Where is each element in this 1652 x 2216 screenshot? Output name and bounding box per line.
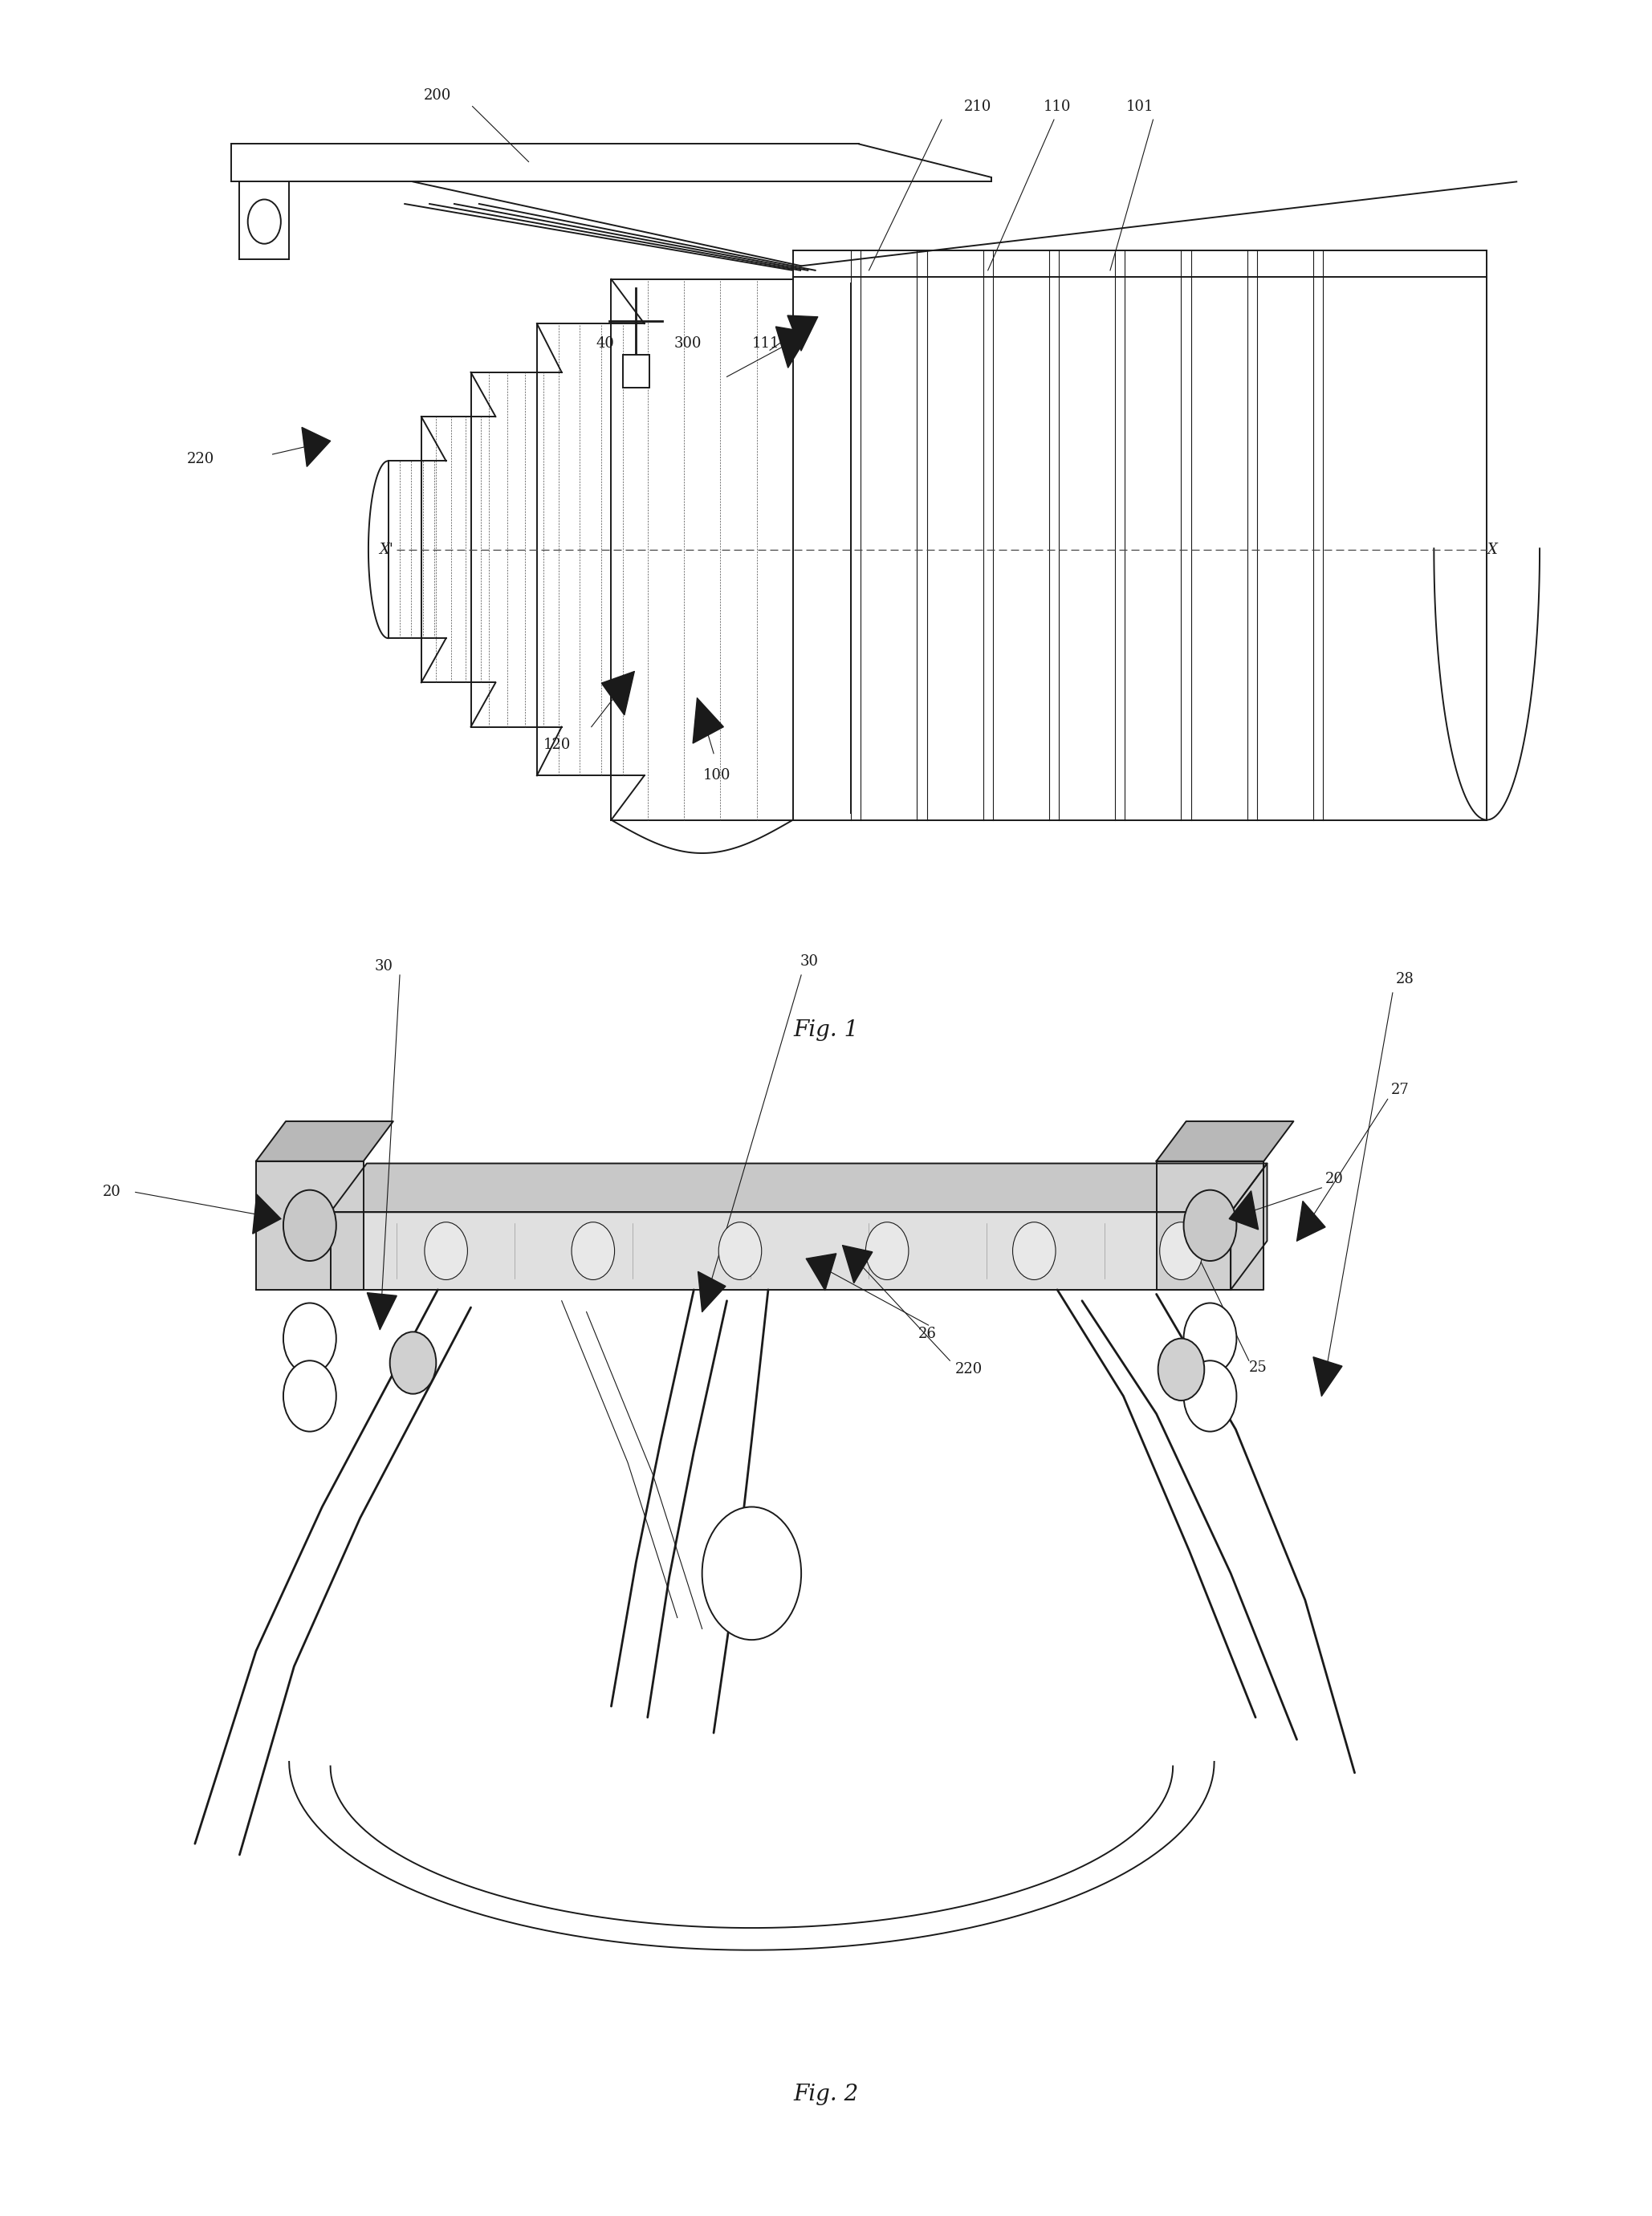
Circle shape xyxy=(866,1221,909,1279)
Text: 28: 28 xyxy=(1396,973,1414,986)
Polygon shape xyxy=(330,1163,1267,1212)
Circle shape xyxy=(719,1221,762,1279)
Circle shape xyxy=(248,199,281,244)
Polygon shape xyxy=(699,1272,725,1312)
Polygon shape xyxy=(1156,1121,1294,1161)
Circle shape xyxy=(702,1507,801,1640)
Text: 40: 40 xyxy=(596,337,615,350)
Text: X: X xyxy=(1487,543,1497,556)
Text: X': X' xyxy=(378,543,393,556)
Text: 26: 26 xyxy=(919,1327,937,1341)
Text: 20: 20 xyxy=(1325,1172,1343,1186)
Circle shape xyxy=(284,1190,337,1261)
Polygon shape xyxy=(256,1161,363,1290)
Polygon shape xyxy=(601,671,634,716)
Circle shape xyxy=(1183,1361,1236,1432)
Text: Fig. 2: Fig. 2 xyxy=(793,2083,859,2105)
Text: Fig. 1: Fig. 1 xyxy=(793,1019,859,1042)
Polygon shape xyxy=(256,1121,393,1161)
Polygon shape xyxy=(367,1292,396,1330)
Polygon shape xyxy=(302,428,330,468)
Circle shape xyxy=(1160,1221,1203,1279)
Text: 100: 100 xyxy=(704,769,730,782)
Circle shape xyxy=(572,1221,615,1279)
Polygon shape xyxy=(1229,1190,1259,1230)
Text: 210: 210 xyxy=(965,100,991,113)
Polygon shape xyxy=(692,698,724,742)
Bar xyxy=(623,355,649,388)
Text: 220: 220 xyxy=(187,452,215,465)
Text: 30: 30 xyxy=(800,955,819,968)
Circle shape xyxy=(1183,1303,1236,1374)
Text: 110: 110 xyxy=(1044,100,1070,113)
Polygon shape xyxy=(788,315,818,350)
Circle shape xyxy=(1158,1338,1204,1401)
Polygon shape xyxy=(1231,1163,1267,1290)
Text: 220: 220 xyxy=(955,1363,983,1376)
Circle shape xyxy=(284,1303,337,1374)
Polygon shape xyxy=(1313,1356,1341,1396)
Polygon shape xyxy=(776,326,809,368)
Polygon shape xyxy=(843,1245,872,1283)
Circle shape xyxy=(1013,1221,1056,1279)
Polygon shape xyxy=(1156,1161,1264,1290)
Polygon shape xyxy=(806,1254,836,1290)
Circle shape xyxy=(1183,1190,1236,1261)
Text: 111: 111 xyxy=(752,337,780,350)
Text: 20: 20 xyxy=(102,1186,121,1199)
Circle shape xyxy=(425,1221,468,1279)
Polygon shape xyxy=(1297,1201,1325,1241)
Circle shape xyxy=(390,1332,436,1394)
Polygon shape xyxy=(330,1212,1231,1290)
Text: 120: 120 xyxy=(544,738,570,751)
Text: 200: 200 xyxy=(425,89,451,102)
Text: 27: 27 xyxy=(1391,1084,1409,1097)
Polygon shape xyxy=(253,1194,281,1234)
Circle shape xyxy=(284,1361,337,1432)
Text: 30: 30 xyxy=(375,960,393,973)
Text: 101: 101 xyxy=(1127,100,1153,113)
Text: 25: 25 xyxy=(1249,1361,1267,1374)
Text: 300: 300 xyxy=(674,337,702,350)
